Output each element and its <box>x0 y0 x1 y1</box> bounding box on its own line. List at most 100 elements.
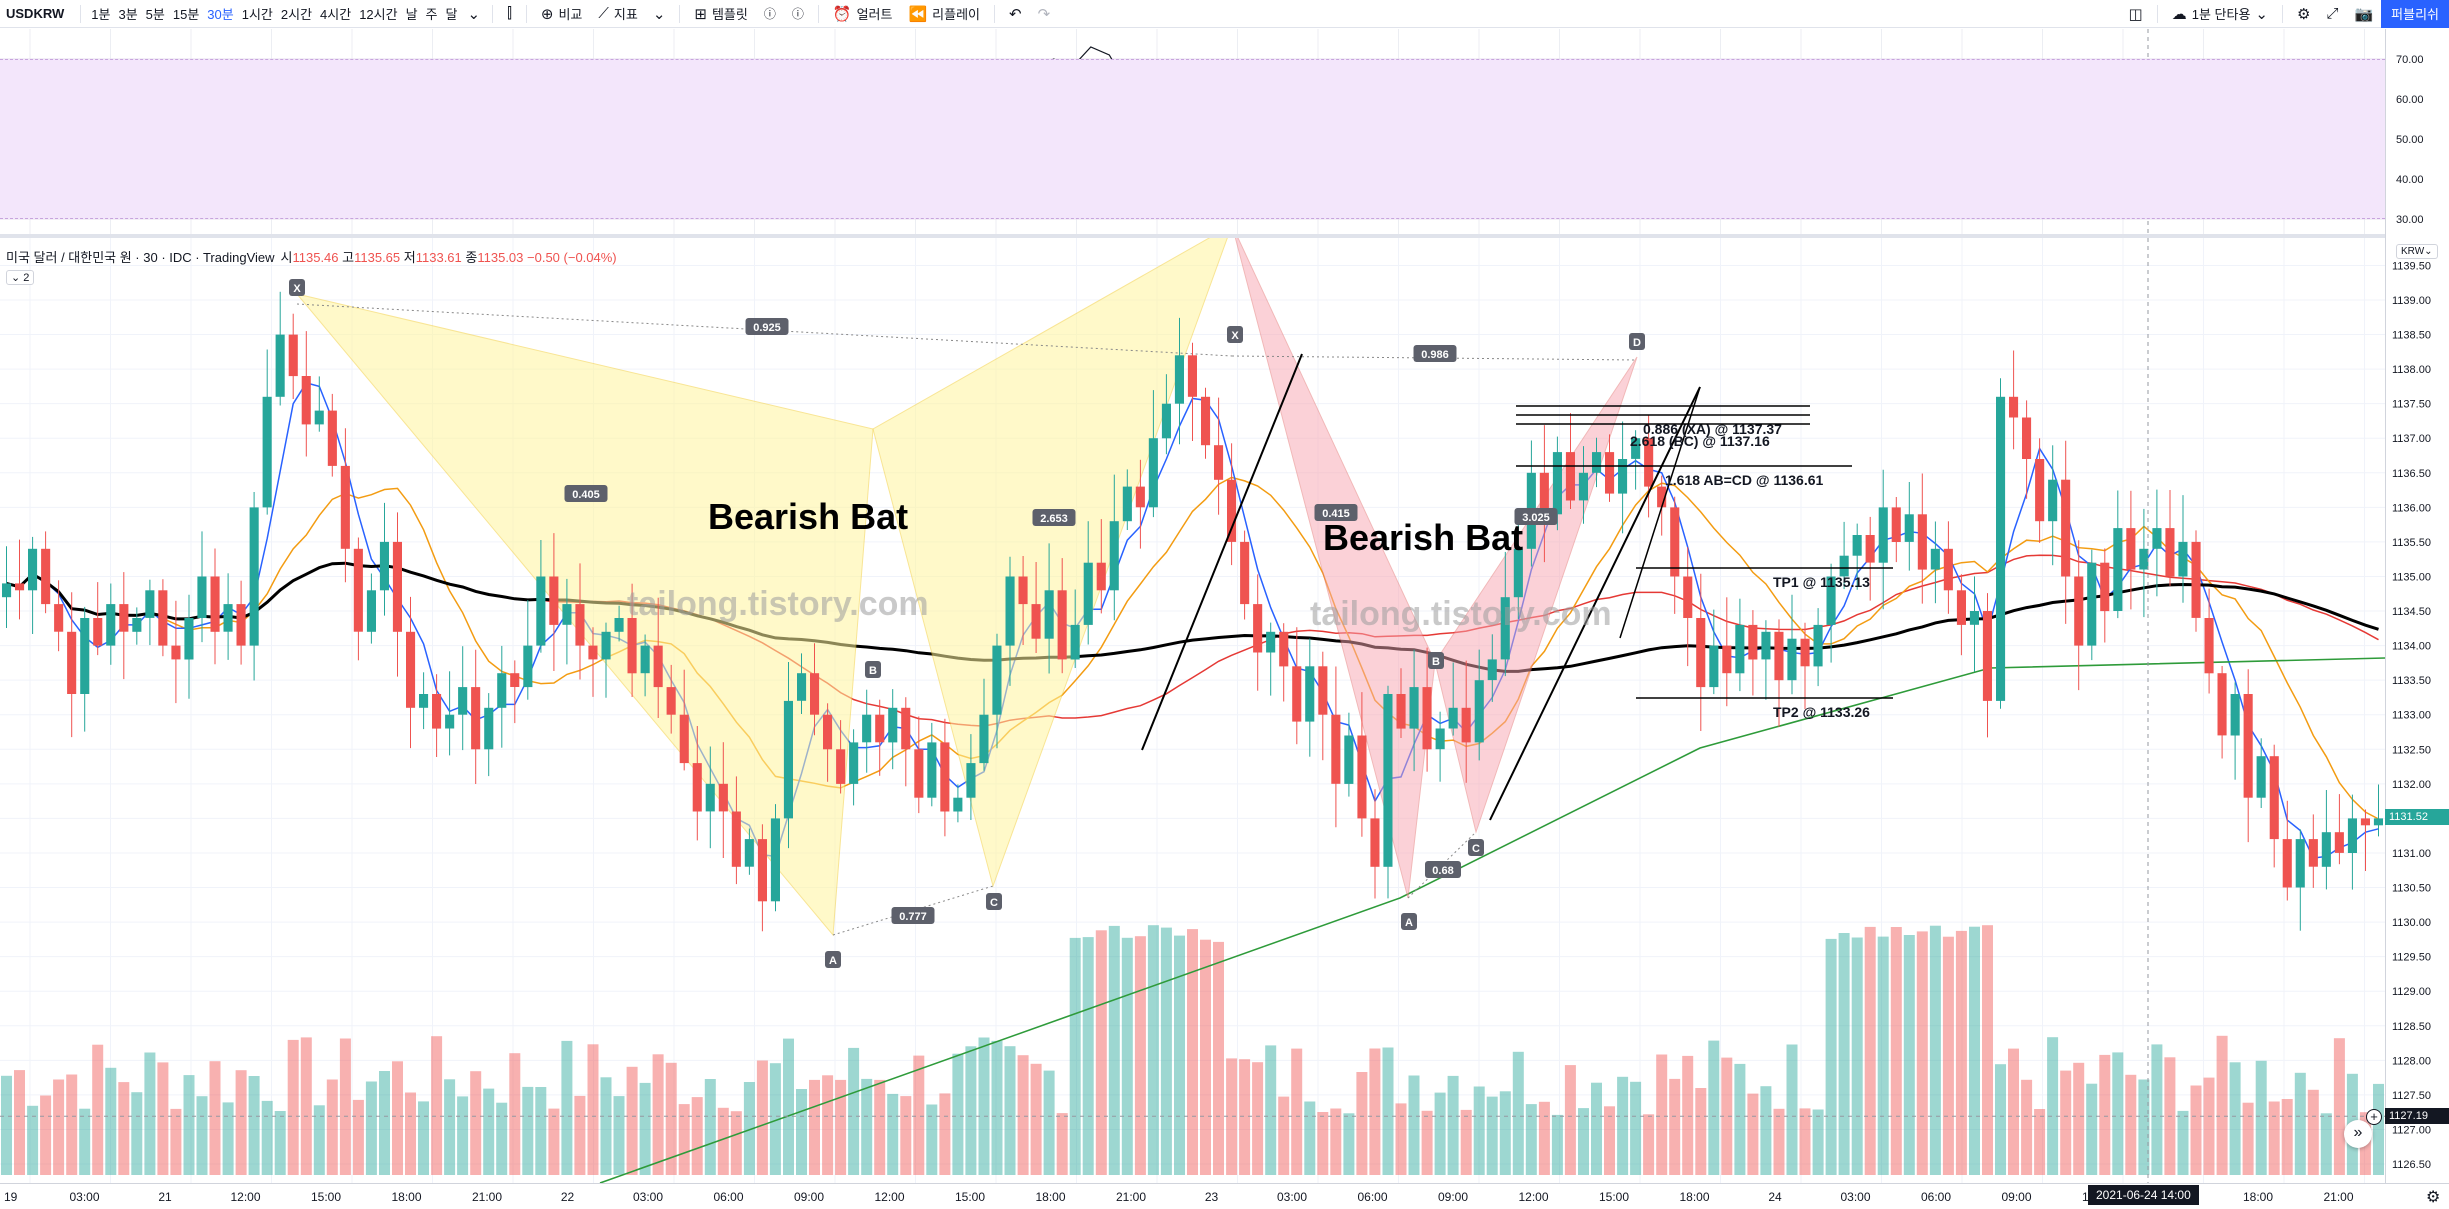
replay-button[interactable]: ⏪ 리플레이 <box>900 4 988 23</box>
level-label: 0.886 (XA) @ 1137.37 <box>1643 421 1782 437</box>
ratio-tag-bg <box>1413 345 1457 362</box>
layout-name-button[interactable]: ☁ 1분 단타용 ⌄ <box>2164 4 2276 23</box>
candle-body <box>2308 839 2318 867</box>
time-tick-label: 21:00 <box>472 1190 502 1204</box>
volume-bar <box>222 1102 234 1175</box>
time-axis[interactable]: 19 03:00 21 12:00 15:00 18:00 21:00 22 03:00 06:0… <box>0 1183 2449 1209</box>
publish-button[interactable]: 퍼블리쉬 <box>2381 0 2449 28</box>
redo-button[interactable]: ↷ <box>1030 5 1059 23</box>
snapshot-button[interactable]: 📷 <box>2346 5 2381 23</box>
hotkey-button-2[interactable]: ⓘ <box>784 5 812 22</box>
volume-bar <box>1252 1062 1264 1175</box>
compare-button[interactable]: ⊕ 비교 <box>533 4 591 23</box>
candle <box>1292 627 1302 745</box>
candle-body <box>1904 514 1914 542</box>
timeframe-button[interactable]: 4시간 <box>320 7 352 22</box>
chevron-down-icon[interactable]: ⌄ <box>467 5 481 23</box>
add-alert-plus-icon[interactable]: + <box>2366 1109 2382 1125</box>
indicator-count-badge[interactable]: ⌄ 2 <box>6 270 35 285</box>
candle-body <box>1266 631 1276 653</box>
rsi-tick-label: 50.00 <box>2396 134 2424 146</box>
candle <box>210 548 220 665</box>
volume-bar <box>339 1038 351 1175</box>
price-tick-label: 1137.50 <box>2392 399 2431 411</box>
volume-bar <box>418 1101 429 1175</box>
scroll-to-realtime-button[interactable]: » <box>2344 1120 2372 1148</box>
pattern-point-bg <box>1468 839 1484 856</box>
volume-bar <box>326 1079 338 1175</box>
candle-body <box>184 618 194 660</box>
volume-bar <box>274 1111 286 1175</box>
chart-type-button[interactable]: ⫿ <box>499 5 520 22</box>
candle-body <box>2360 818 2370 826</box>
timeframe-button[interactable]: 날 <box>405 7 418 22</box>
fullscreen-button[interactable]: ⤢ <box>2318 5 2346 22</box>
time-tick-label: 09:00 <box>2001 1190 2031 1204</box>
time-tick-label: 18:00 <box>2243 1190 2273 1204</box>
volume-bar <box>470 1071 482 1175</box>
layout-button[interactable]: ◫ <box>2121 5 2151 23</box>
volume-bar <box>2216 1035 2228 1175</box>
volume-bar <box>209 1061 221 1175</box>
timeframe-button[interactable]: 1분 <box>91 7 111 22</box>
candle-body <box>497 673 507 708</box>
indicators-button[interactable]: ⟋ 지표 ⌄ <box>590 4 673 23</box>
candle-body <box>288 334 298 377</box>
candle-body <box>197 576 207 618</box>
volume-bar <box>2320 1113 2332 1175</box>
toolbar-divider <box>994 4 995 23</box>
timeframe-button[interactable]: 3분 <box>118 7 138 22</box>
level-label: 1.618 AB=CD @ 1136.61 <box>1665 472 1824 488</box>
templates-button[interactable]: ⊞ 템플릿 <box>686 4 755 23</box>
candle <box>1787 594 1797 695</box>
timeframe-button[interactable]: 달 <box>445 7 458 22</box>
volume-bar <box>1486 1096 1498 1175</box>
candle <box>1357 692 1367 837</box>
trend-line <box>1489 386 1701 821</box>
symbol-search-button[interactable]: USDKRW <box>6 6 65 21</box>
candle-body <box>1969 611 1979 625</box>
settings-button[interactable]: ⚙ <box>2289 5 2318 23</box>
timeframe-button[interactable]: 5분 <box>145 7 165 22</box>
gear-icon[interactable]: ⚙ <box>2426 1189 2441 1206</box>
candle <box>588 627 598 697</box>
redo-icon: ↷ <box>1037 5 1051 23</box>
volume-bar <box>1695 1088 1707 1175</box>
hotkey-button-1[interactable]: ⓘ <box>756 5 784 22</box>
timeframe-button[interactable]: 주 <box>425 7 438 22</box>
volume-bar <box>53 1079 65 1175</box>
volume-bar <box>1187 929 1198 1175</box>
candle-body <box>888 707 898 743</box>
ratio-tag-bg <box>745 318 789 335</box>
currency-badge[interactable]: KRW⌄ <box>2396 244 2438 259</box>
timeframe-button[interactable]: 15분 <box>172 7 200 22</box>
candle <box>2074 540 2084 691</box>
candle-body <box>15 583 25 591</box>
candle <box>640 634 650 697</box>
timeframe-button[interactable]: 2시간 <box>280 7 313 22</box>
price-axis[interactable]: 30.00 40.00 50.00 60.00 70.00 1126.50 1127.00 1… <box>2385 29 2449 1183</box>
pattern-point: C <box>986 893 1002 910</box>
camera-icon: 📷 <box>2354 5 2374 23</box>
rsi-pane[interactable] <box>0 29 2385 234</box>
ratio-tag: 0.415 <box>1314 504 1358 521</box>
time-tick-label: 12:00 <box>230 1190 260 1204</box>
timeframe-button[interactable]: 1시간 <box>241 7 273 22</box>
pattern-point: B <box>1428 652 1444 669</box>
alert-button[interactable]: ⏰ 얼러트 <box>825 4 901 23</box>
timeframe-button[interactable]: 12시간 <box>359 7 398 22</box>
timeframe-button[interactable]: 30분 <box>207 7 234 22</box>
ratio-tag-bg <box>891 907 935 924</box>
candle <box>1305 638 1315 757</box>
candle <box>1096 519 1106 614</box>
candle <box>1370 789 1380 899</box>
pane-divider[interactable] <box>0 234 2449 238</box>
time-tick-label: 23 <box>1205 1190 1219 1204</box>
series-legend[interactable]: 미국 달러 / 대한민국 원 · 30 · IDC · TradingView … <box>6 247 617 266</box>
volume-bar <box>1069 937 1081 1175</box>
undo-button[interactable]: ↶ <box>1001 5 1030 23</box>
candle <box>1800 622 1810 710</box>
candle <box>1487 634 1497 702</box>
indicator-count: 2 <box>23 272 30 284</box>
price-pane[interactable]: 0.886 (XA) @ 1137.37 2.618 (BC) @ 1137.16… <box>0 238 2385 1183</box>
